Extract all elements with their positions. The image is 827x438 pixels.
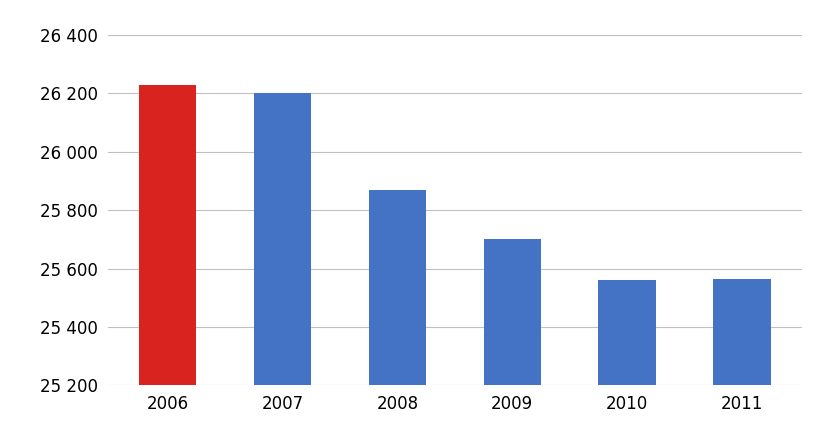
Bar <box>484 240 541 438</box>
Bar <box>713 279 771 438</box>
Bar <box>254 93 311 438</box>
Bar <box>139 85 197 438</box>
Bar <box>599 280 656 438</box>
Bar <box>369 190 426 438</box>
